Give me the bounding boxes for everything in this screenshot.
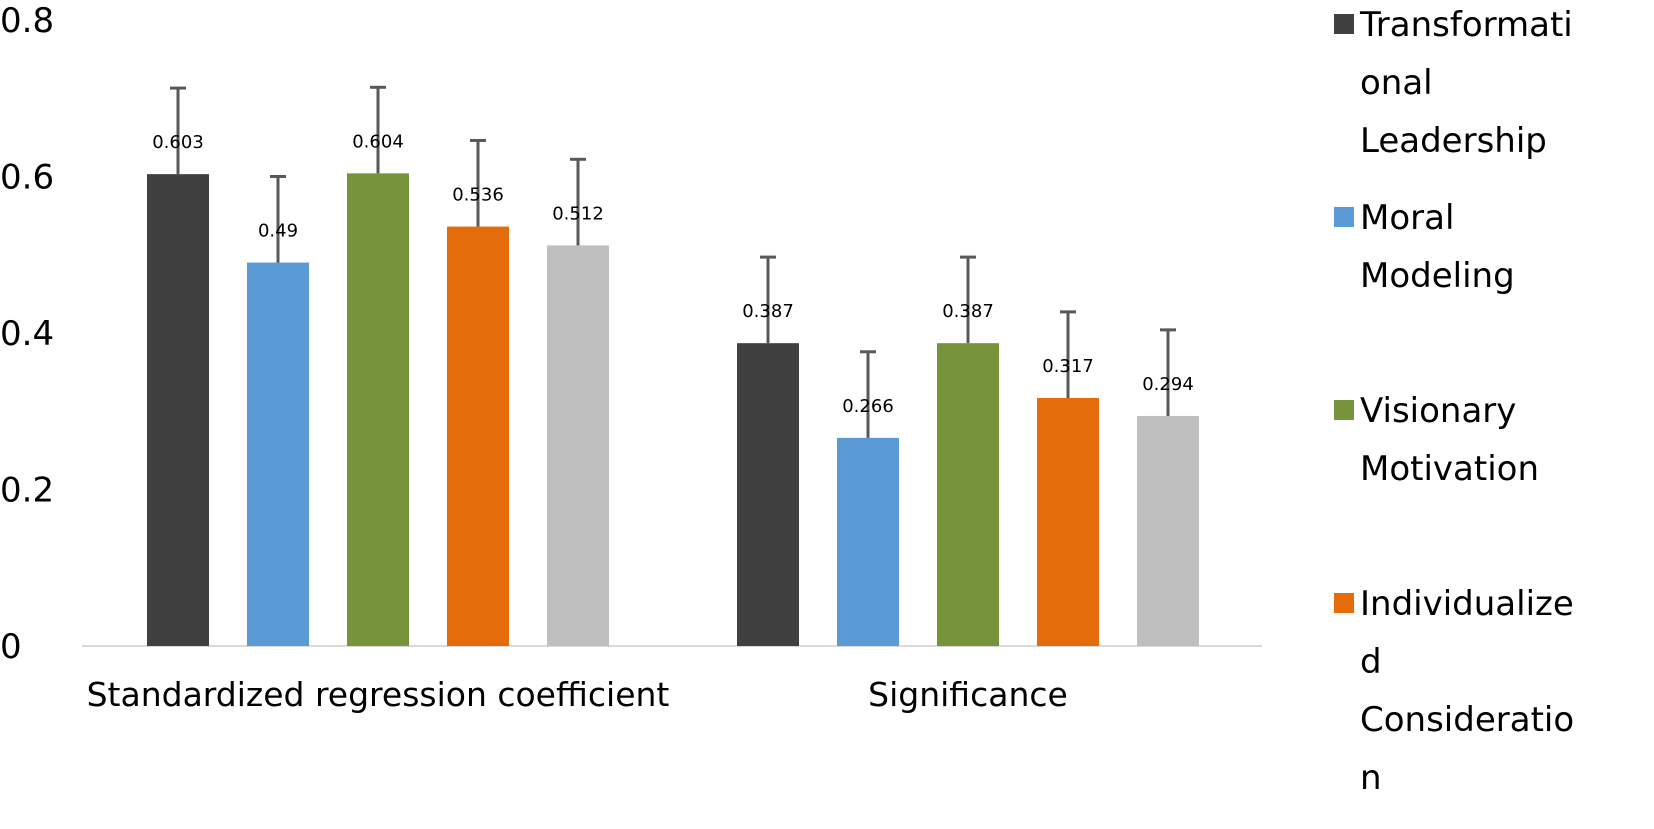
- bar: [247, 262, 309, 646]
- y-tick-label: 0.6: [0, 158, 54, 198]
- legend-label: Modeling: [1360, 256, 1515, 296]
- bar: [837, 437, 899, 646]
- legend-swatch: [1334, 207, 1354, 227]
- x-axis-categories: Standardized regression coefficient Signi…: [87, 675, 1068, 714]
- legend-label: onal: [1360, 63, 1433, 103]
- x-category-label: Standardized regression coefficient: [87, 675, 670, 714]
- bar: [547, 245, 609, 647]
- error-bars: [170, 85, 1176, 438]
- legend-label: n: [1360, 758, 1382, 798]
- y-tick-label: 0.2: [0, 471, 54, 511]
- y-tick-label: 0.8: [0, 1, 54, 41]
- legend-label: Transformati: [1359, 5, 1573, 45]
- data-label: 0.266: [842, 396, 894, 417]
- legend-label: Motivation: [1360, 449, 1539, 489]
- legend-swatch: [1334, 593, 1354, 613]
- bars: [147, 173, 1199, 647]
- data-label: 0.317: [1042, 356, 1094, 377]
- data-labels: 0.603 0.387 0.49 0.266 0.604 0.387 0.536 0.317 0…: [152, 131, 1194, 416]
- x-category-label: Significance: [868, 675, 1068, 714]
- bar: [147, 174, 209, 646]
- legend-label: Consideratio: [1360, 700, 1574, 740]
- bar: [347, 173, 409, 646]
- legend-label: Moral: [1360, 198, 1454, 238]
- legend-swatch: [1334, 400, 1354, 420]
- data-label: 0.603: [152, 132, 204, 153]
- legend-label: Visionary: [1360, 391, 1516, 431]
- data-label: 0.49: [258, 221, 298, 242]
- y-tick-label: 0: [0, 627, 22, 667]
- data-label: 0.294: [1142, 374, 1194, 395]
- data-label: 0.387: [942, 301, 994, 322]
- y-axis: 0 0.2 0.4 0.6 0.8: [0, 1, 54, 667]
- data-label: 0.536: [452, 185, 504, 206]
- bar: [1037, 397, 1099, 646]
- data-label: 0.387: [742, 301, 794, 322]
- legend-swatch: [1334, 14, 1354, 34]
- legend-label: Individualize: [1360, 584, 1574, 624]
- bar: [1137, 415, 1199, 646]
- legend: Transformati onal Leadership Moral Modeling V…: [1334, 5, 1574, 798]
- bar: [737, 343, 799, 646]
- y-tick-label: 0.4: [0, 314, 54, 354]
- legend-label: Leadership: [1360, 121, 1547, 161]
- data-label: 0.512: [552, 203, 604, 224]
- bar: [937, 343, 999, 646]
- data-label: 0.604: [352, 131, 404, 152]
- legend-label: d: [1360, 642, 1382, 682]
- bar: [447, 226, 509, 646]
